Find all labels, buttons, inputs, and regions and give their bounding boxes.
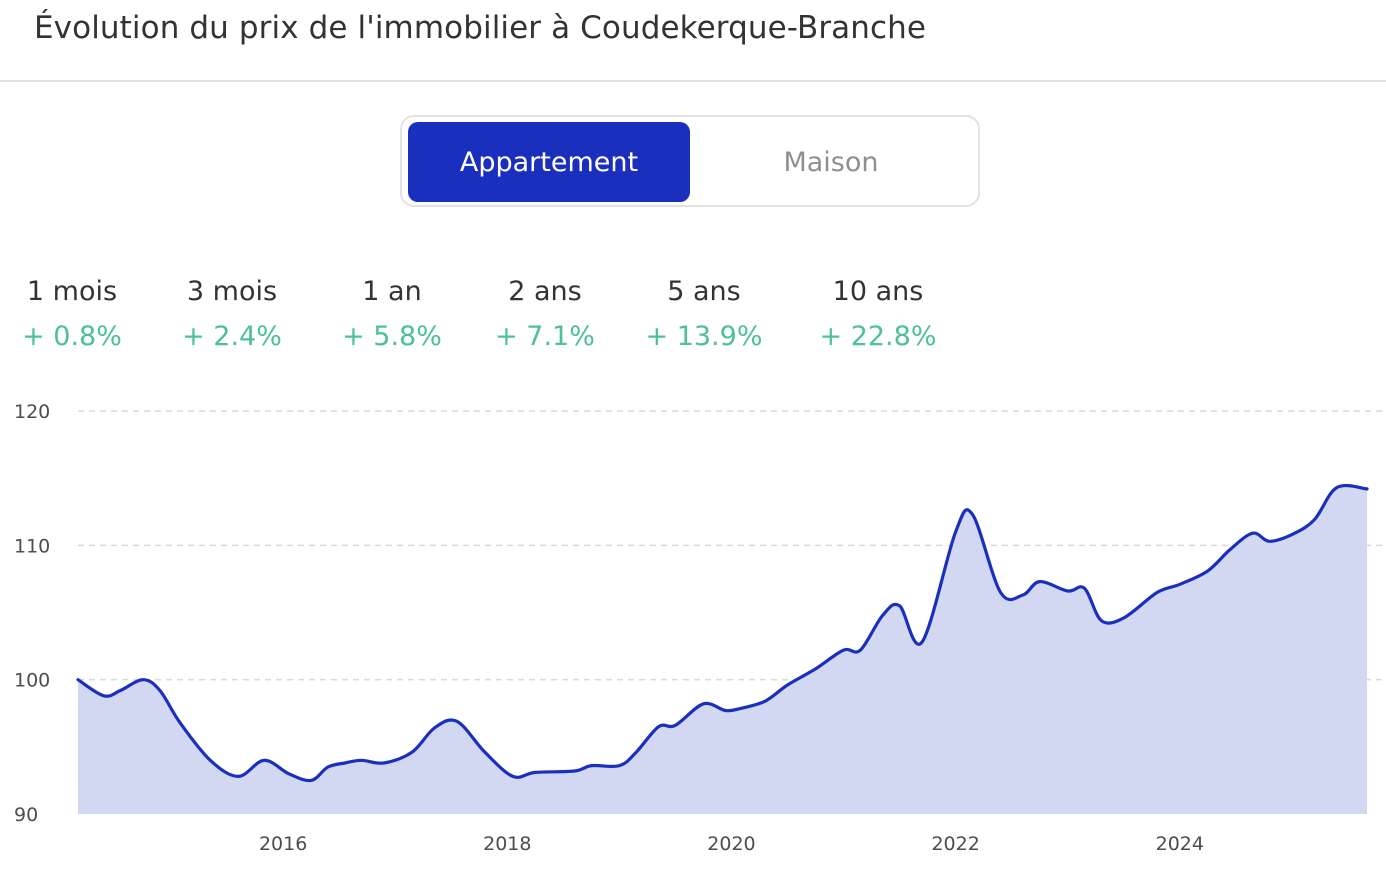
property-type-toggle: Appartement Maison [400, 115, 980, 207]
stat-label: 3 mois [186, 276, 278, 307]
page-title: Évolution du prix de l'immobilier à Coud… [34, 10, 927, 46]
stat-value: + 2.4% [182, 321, 282, 352]
price-index-chart: 90 100 110 120 2016 2018 2020 2022 2024 [14, 401, 1386, 855]
stat-1-mois: 1 mois + 0.8% [12, 276, 132, 352]
x-tick-label: 2022 [931, 833, 979, 855]
y-tick-label: 100 [14, 670, 50, 692]
y-tick-label: 110 [14, 535, 50, 557]
toggle-appartement-button[interactable]: Appartement [408, 122, 690, 202]
price-change-stats: 1 mois + 0.8% 3 mois + 2.4% 1 an + 5.8% … [0, 276, 1000, 366]
x-tick-label: 2020 [707, 833, 755, 855]
stat-2-ans: 2 ans + 7.1% [485, 276, 605, 352]
stat-value: + 0.8% [22, 321, 122, 352]
stat-5-ans: 5 ans + 13.9% [634, 276, 774, 352]
stat-label: 1 an [362, 276, 422, 307]
stat-10-ans: 10 ans + 22.8% [806, 276, 950, 352]
series-line [76, 483, 1369, 783]
stat-value: + 13.9% [645, 321, 763, 352]
stat-1-an: 1 an + 5.8% [332, 276, 452, 352]
stat-label: 1 mois [26, 276, 118, 307]
x-tick-label: 2018 [483, 833, 531, 855]
x-tick-label: 2024 [1156, 833, 1204, 855]
stat-value: + 7.1% [495, 321, 595, 352]
stat-value: + 22.8% [819, 321, 937, 352]
stat-value: + 5.8% [342, 321, 442, 352]
stat-label: 10 ans [832, 276, 924, 307]
y-tick-label: 120 [14, 401, 50, 423]
toggle-maison-button[interactable]: Maison [783, 146, 879, 178]
axis-layer: 90 100 110 120 2016 2018 2020 2022 2024 [14, 401, 1204, 855]
stat-label: 2 ans [508, 276, 582, 307]
stat-3-mois: 3 mois + 2.4% [172, 276, 292, 352]
series-area [78, 485, 1367, 814]
stat-label: 5 ans [667, 276, 741, 307]
y-tick-label: 90 [14, 804, 38, 826]
x-tick-label: 2016 [259, 833, 307, 855]
area-layer [76, 483, 1369, 814]
header-divider [0, 80, 1386, 82]
